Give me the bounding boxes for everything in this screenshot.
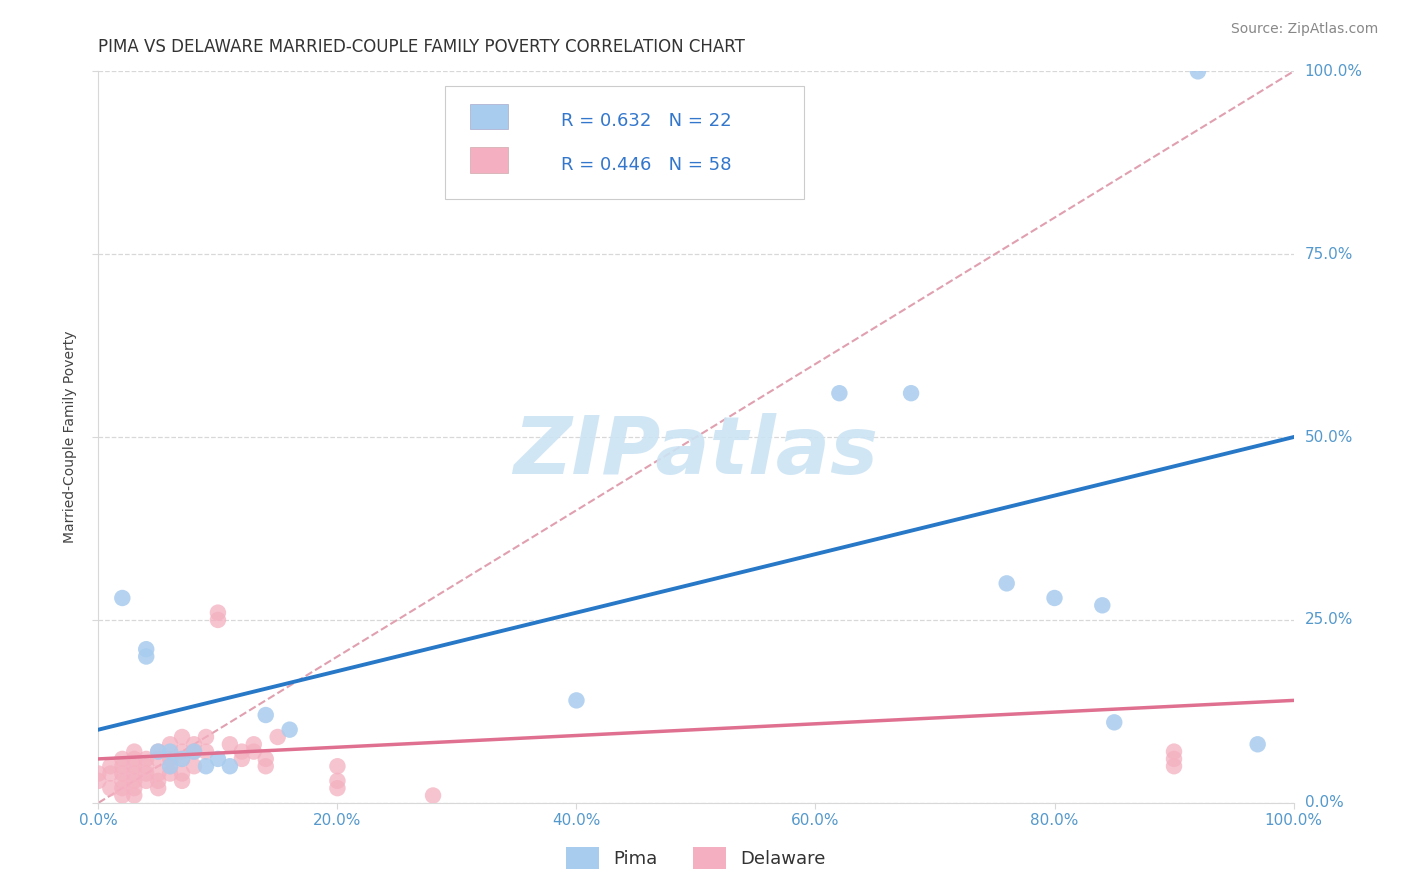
- Point: [1187, 64, 1209, 78]
- Text: R = 0.632   N = 22: R = 0.632 N = 22: [561, 112, 731, 130]
- Point: [172, 745, 194, 759]
- Point: [148, 752, 170, 766]
- Point: [159, 766, 181, 780]
- Point: [1163, 759, 1185, 773]
- Point: [98, 766, 122, 780]
- Point: [231, 752, 253, 766]
- Point: [159, 752, 181, 766]
- Point: [135, 766, 157, 780]
- Y-axis label: Married-Couple Family Poverty: Married-Couple Family Poverty: [63, 331, 77, 543]
- Point: [183, 745, 205, 759]
- Point: [98, 781, 122, 796]
- Point: [172, 730, 194, 744]
- Point: [565, 693, 588, 707]
- Point: [172, 766, 194, 780]
- Point: [1043, 591, 1066, 605]
- Point: [124, 781, 146, 796]
- Point: [254, 759, 277, 773]
- Point: [124, 752, 146, 766]
- Point: [124, 766, 146, 780]
- Point: [828, 386, 851, 401]
- Point: [148, 773, 170, 788]
- Point: [87, 766, 110, 780]
- Point: [111, 591, 134, 605]
- Point: [159, 759, 181, 773]
- Point: [124, 745, 146, 759]
- Point: [148, 745, 170, 759]
- Point: [183, 745, 205, 759]
- Point: [148, 781, 170, 796]
- Point: [159, 759, 181, 773]
- Point: [111, 759, 134, 773]
- Point: [98, 759, 122, 773]
- FancyBboxPatch shape: [470, 103, 509, 129]
- Point: [326, 759, 349, 773]
- Text: 50.0%: 50.0%: [1305, 430, 1353, 444]
- Point: [183, 737, 205, 751]
- Point: [172, 773, 194, 788]
- Point: [111, 789, 134, 803]
- Point: [111, 752, 134, 766]
- Legend: Pima, Delaware: Pima, Delaware: [557, 838, 835, 878]
- Point: [1246, 737, 1268, 751]
- Point: [172, 752, 194, 766]
- Text: Source: ZipAtlas.com: Source: ZipAtlas.com: [1230, 22, 1378, 37]
- Point: [231, 745, 253, 759]
- Point: [111, 773, 134, 788]
- Point: [87, 773, 110, 788]
- Point: [135, 649, 157, 664]
- Point: [194, 730, 217, 744]
- Point: [243, 745, 266, 759]
- Point: [135, 759, 157, 773]
- Point: [995, 576, 1018, 591]
- Text: PIMA VS DELAWARE MARRIED-COUPLE FAMILY POVERTY CORRELATION CHART: PIMA VS DELAWARE MARRIED-COUPLE FAMILY P…: [98, 38, 745, 56]
- Point: [1163, 752, 1185, 766]
- Point: [278, 723, 301, 737]
- Text: R = 0.446   N = 58: R = 0.446 N = 58: [561, 156, 731, 174]
- Point: [207, 606, 229, 620]
- Text: 75.0%: 75.0%: [1305, 247, 1353, 261]
- Point: [159, 745, 181, 759]
- Point: [111, 766, 134, 780]
- Point: [254, 708, 277, 723]
- Point: [254, 752, 277, 766]
- Point: [135, 773, 157, 788]
- Point: [1163, 745, 1185, 759]
- Point: [124, 789, 146, 803]
- Point: [900, 386, 922, 401]
- Point: [422, 789, 444, 803]
- Text: 0.0%: 0.0%: [1305, 796, 1343, 810]
- Point: [148, 745, 170, 759]
- Point: [219, 759, 242, 773]
- FancyBboxPatch shape: [444, 86, 804, 200]
- Text: 100.0%: 100.0%: [1305, 64, 1362, 78]
- Point: [159, 737, 181, 751]
- Point: [194, 745, 217, 759]
- Point: [172, 752, 194, 766]
- Point: [124, 759, 146, 773]
- Text: 25.0%: 25.0%: [1305, 613, 1353, 627]
- Point: [183, 759, 205, 773]
- Point: [267, 730, 290, 744]
- Point: [148, 766, 170, 780]
- Point: [135, 752, 157, 766]
- Point: [111, 781, 134, 796]
- Point: [219, 737, 242, 751]
- Point: [135, 642, 157, 657]
- Point: [1091, 599, 1114, 613]
- Point: [194, 759, 217, 773]
- Point: [207, 613, 229, 627]
- Point: [124, 773, 146, 788]
- Point: [243, 737, 266, 751]
- Text: ZIPatlas: ZIPatlas: [513, 413, 879, 491]
- Point: [326, 773, 349, 788]
- Point: [207, 752, 229, 766]
- FancyBboxPatch shape: [470, 147, 509, 173]
- Point: [1102, 715, 1125, 730]
- Point: [326, 781, 349, 796]
